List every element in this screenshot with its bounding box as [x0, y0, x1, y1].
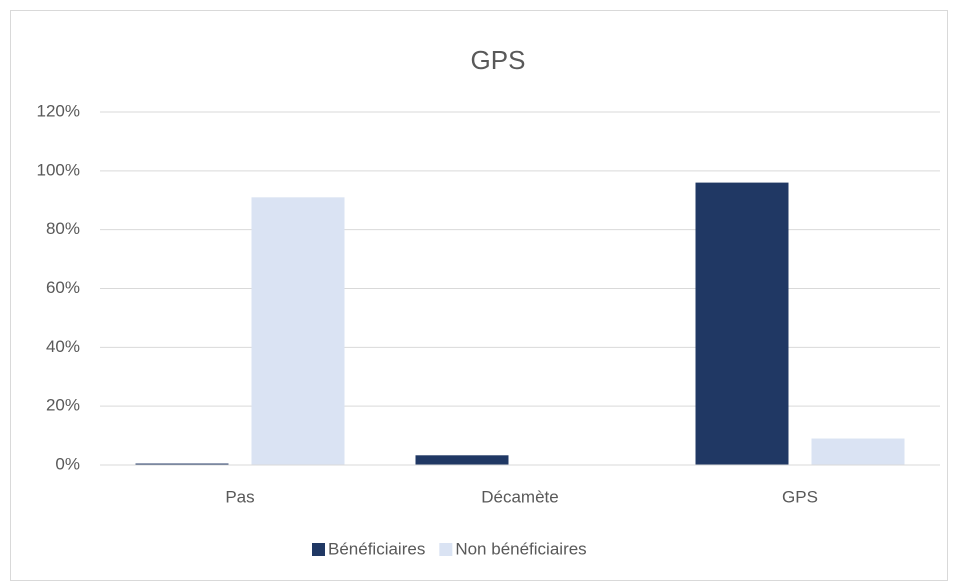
legend-swatch — [439, 543, 453, 556]
x-tick-label: Décamète — [481, 487, 558, 506]
bar — [135, 463, 229, 465]
legend-label: Bénéficiaires — [328, 539, 425, 558]
legend-label: Non bénéficiaires — [455, 539, 586, 558]
y-tick-label: 20% — [46, 396, 80, 415]
legend-swatch — [312, 543, 325, 556]
y-tick-label: 100% — [37, 160, 80, 179]
y-tick-label: 80% — [46, 219, 80, 238]
chart-title: GPS — [471, 45, 526, 75]
bar — [415, 455, 509, 465]
x-tick-label: GPS — [782, 487, 818, 506]
bar — [251, 197, 345, 465]
y-tick-label: 60% — [46, 278, 80, 297]
y-tick-label: 0% — [55, 454, 80, 473]
chart-frame — [10, 10, 948, 581]
y-tick-label: 120% — [37, 101, 80, 120]
bar — [695, 182, 789, 465]
x-tick-label: Pas — [225, 487, 254, 506]
bar — [811, 438, 905, 465]
y-tick-label: 40% — [46, 337, 80, 356]
